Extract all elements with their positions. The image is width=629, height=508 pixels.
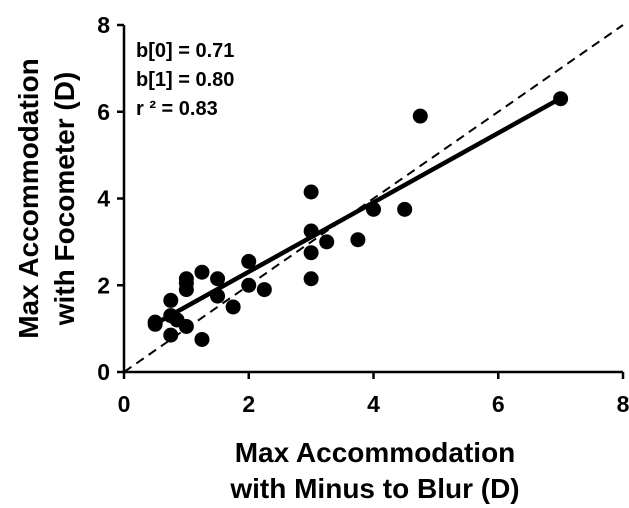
data-point (256, 282, 272, 298)
regression-stat-1: b[1] = 0.80 (136, 69, 234, 91)
data-point (194, 264, 210, 280)
y-tick-label: 2 (97, 272, 110, 298)
y-tick-label: 8 (97, 12, 110, 38)
data-point (147, 314, 163, 330)
y-tick-label: 6 (97, 99, 110, 125)
data-points-layer (147, 91, 569, 347)
data-point (412, 108, 428, 124)
data-point (553, 91, 569, 107)
data-point (303, 245, 319, 261)
identity-line (123, 24, 624, 373)
x-tick-label: 6 (492, 391, 505, 417)
data-point (397, 201, 413, 217)
regression-stat-0: b[0] = 0.71 (136, 40, 234, 62)
x-tick-label: 8 (617, 391, 629, 417)
data-point (163, 292, 179, 308)
data-point (241, 277, 257, 293)
data-point (210, 271, 226, 287)
y-axis-title-line-1: with Focometer (D) (49, 72, 80, 327)
x-axis-title-line-1: with Minus to Blur (D) (229, 473, 519, 504)
guide-lines-layer (123, 24, 624, 373)
x-axis-title-line-0: Max Accommodation (235, 437, 516, 468)
x-tick-label: 2 (242, 391, 255, 417)
data-point (350, 232, 366, 248)
y-tick-label: 4 (97, 186, 110, 212)
data-point (303, 223, 319, 239)
x-tick-label: 0 (118, 391, 131, 417)
data-point (241, 253, 257, 269)
y-axis-title-line-0: Max Accommodation (13, 58, 44, 339)
data-point (225, 299, 241, 315)
data-point (194, 331, 210, 347)
data-point (178, 271, 194, 287)
data-point (210, 288, 226, 304)
regression-stat-2: r ² = 0.83 (136, 98, 218, 120)
data-point (303, 271, 319, 287)
text-layer: 0 2 4 6 8 0 2 4 6 8 b[0] = 0.71 b[1] = 0.80 r ² = 0.… (13, 12, 629, 504)
data-point (319, 234, 335, 250)
regression-line (152, 96, 563, 327)
data-point (163, 327, 179, 343)
y-tick-label: 0 (97, 359, 110, 385)
x-tick-label: 4 (367, 391, 380, 417)
axes-layer (117, 23, 625, 379)
data-point (366, 201, 381, 217)
data-point (178, 318, 194, 334)
data-point (303, 184, 319, 200)
